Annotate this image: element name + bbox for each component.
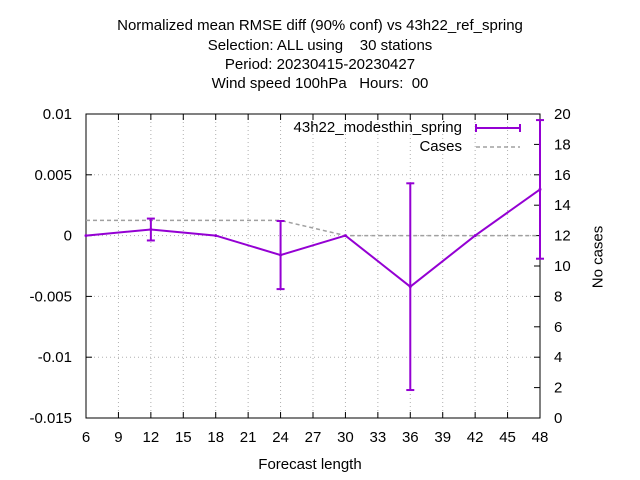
y2-tick-label: 14 [554,197,571,214]
y2-tick-label: 12 [554,228,571,245]
y2-tick-label: 10 [554,258,571,275]
x-tick-label: 18 [207,429,224,446]
y-tick-label: 0.005 [34,167,72,184]
y2-tick-label: 2 [554,380,562,397]
x-tick-label: 45 [499,429,516,446]
x-tick-label: 6 [82,429,90,446]
title-line-2: Selection: ALL using 30 stations [207,37,433,54]
y2-axis-label: No cases [589,225,607,289]
x-tick-label: 48 [532,429,549,446]
y-tick-label: -0.005 [29,288,72,305]
y2-tick-label: 0 [554,410,562,427]
x-tick-label: 30 [337,429,354,446]
y2-tick-label: 16 [554,167,571,184]
y2-tick-label: 20 [554,106,571,123]
legend-label-cases: Cases [419,138,462,155]
data-point [473,234,477,238]
x-tick-label: 33 [370,429,387,446]
data-point [149,228,153,232]
data-point [538,187,542,191]
x-tick-label: 42 [467,429,484,446]
x-tick-label: 39 [434,429,451,446]
data-point [343,234,347,238]
y-tick-label: 0 [64,228,72,245]
y-tick-label: -0.015 [29,410,72,427]
x-tick-label: 21 [240,429,257,446]
y2-tick-label: 8 [554,288,562,305]
series-line-main [85,188,541,288]
x-tick-label: 24 [272,429,289,446]
title-line-4: Wind speed 100hPa Hours: 00 [211,75,429,92]
x-tick-label: 27 [305,429,322,446]
x-tick-label: 12 [143,429,160,446]
y-tick-label: -0.01 [38,349,72,366]
data-point [408,285,412,289]
x-tick-label: 36 [402,429,419,446]
data-point [84,234,88,238]
y2-tick-label: 4 [554,349,562,366]
title-line-1: Normalized mean RMSE diff (90% conf) vs … [117,17,523,34]
series-line-cases [86,219,540,237]
title-line-3: Period: 20230415-20230427 [224,56,416,73]
y2-tick-label: 18 [554,136,571,153]
x-tick-label: 9 [114,429,122,446]
x-axis-label: Forecast length [258,456,362,473]
legend-label-series-1: 43h22_modesthin_spring [293,119,462,136]
y2-tick-label: 6 [554,319,562,336]
data-point [279,253,283,257]
y-tick-label: 0.01 [43,106,72,123]
data-point [214,234,218,238]
x-tick-label: 15 [175,429,192,446]
